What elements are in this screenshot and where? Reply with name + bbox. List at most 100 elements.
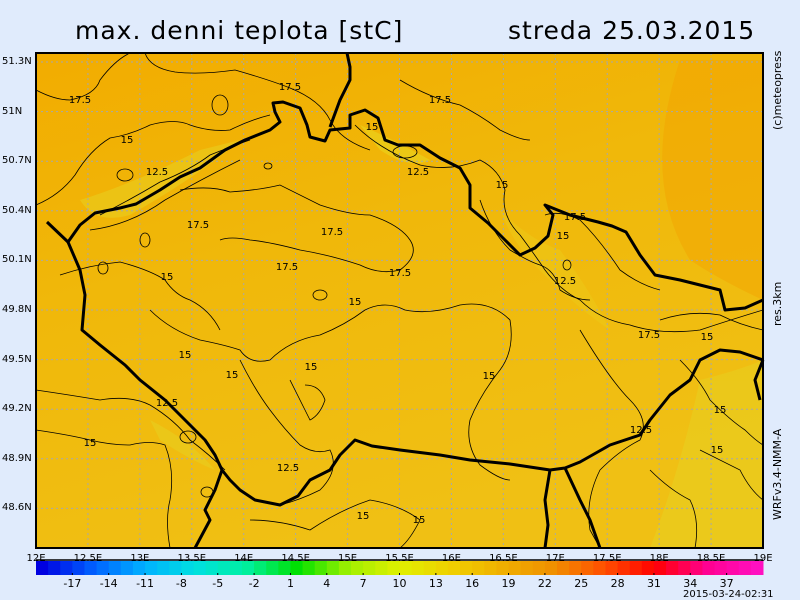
- colorbar-label: 13: [429, 577, 443, 590]
- lat-label: 50.1N: [2, 254, 32, 266]
- colorbar-segment: [72, 561, 85, 575]
- colorbar: [36, 561, 764, 575]
- lon-label: 19E: [753, 553, 772, 564]
- contour-label: 15: [226, 370, 239, 381]
- lon-label: 12.5E: [74, 553, 103, 564]
- colorbar-segment: [690, 561, 703, 575]
- colorbar-label: -2: [249, 577, 260, 590]
- colorbar-segment: [193, 561, 207, 575]
- colorbar-segment: [726, 561, 740, 575]
- colorbar-segment: [496, 561, 510, 575]
- colorbar-segment: [569, 561, 582, 575]
- map-field: [36, 53, 763, 548]
- contour-label: 15: [496, 180, 509, 191]
- colorbar-label: 7: [360, 577, 367, 590]
- colorbar-segment: [653, 561, 667, 575]
- contour-label: 15: [701, 332, 714, 343]
- contour-label: 17.5: [69, 95, 91, 106]
- lat-label: 48.9N: [2, 452, 32, 464]
- colorbar-segment: [593, 561, 606, 575]
- colorbar-segment: [157, 561, 170, 575]
- colorbar-label: -11: [136, 577, 154, 590]
- lon-label: 18.5E: [697, 553, 726, 564]
- contour-label: 17.5: [187, 220, 209, 231]
- longitude-labels: 12E 12.5E 13E 13.5E 14E 14.5E 15E 15.5E 16E 16.5E…: [26, 553, 772, 564]
- colorbar-segment: [132, 561, 146, 575]
- contour-label: 15: [711, 445, 724, 456]
- contour-label: 17.5: [279, 82, 301, 93]
- colorbar-segment: [205, 561, 219, 575]
- contour-label: 15: [357, 511, 370, 522]
- colorbar-segment: [641, 561, 655, 575]
- colorbar-segment: [254, 561, 267, 575]
- colorbar-label: -8: [176, 577, 187, 590]
- colorbar-segment: [96, 561, 110, 575]
- colorbar-label: 1: [287, 577, 294, 590]
- colorbar-segment: [557, 561, 570, 575]
- lon-label: 12E: [26, 553, 45, 564]
- lat-label: 48.6N: [2, 502, 32, 514]
- colorbar-segment: [229, 561, 243, 575]
- lat-label: 49.8N: [2, 304, 32, 315]
- colorbar-label: 10: [393, 577, 407, 590]
- colorbar-segment: [399, 561, 413, 575]
- contour-label: 15: [349, 297, 362, 308]
- colorbar-segment: [290, 561, 304, 575]
- colorbar-segment: [278, 561, 291, 575]
- colorbar-segment: [145, 561, 158, 575]
- contour-label: 15: [413, 515, 426, 526]
- colorbar-segment: [617, 561, 631, 575]
- contour-label: 12.5: [554, 276, 576, 287]
- lon-label: 13E: [130, 553, 149, 564]
- colorbar-label: 31: [647, 577, 661, 590]
- lat-label: 49.5N: [2, 353, 32, 365]
- colorbar-label: 22: [538, 577, 552, 590]
- colorbar-segment: [326, 561, 340, 575]
- colorbar-segment: [302, 561, 316, 575]
- contour-label: 12.5: [630, 425, 652, 436]
- lon-label: 15.5E: [385, 553, 414, 564]
- colorbar-segment: [375, 561, 388, 575]
- map-date: streda 25.03.2015: [508, 16, 756, 45]
- colorbar-label: 19: [502, 577, 516, 590]
- colorbar-label: -5: [212, 577, 223, 590]
- contour-labels: 17.5 17.5 17.5 15 12.5 15 12.5 15 17.5 17.5 17.5 15…: [69, 82, 727, 526]
- contour-label: 15: [483, 371, 496, 382]
- lon-label: 17E: [546, 553, 565, 564]
- colorbar-segment: [435, 561, 449, 575]
- contour-label: 12.5: [407, 167, 429, 178]
- lon-label: 14.5E: [281, 553, 310, 564]
- colorbar-segment: [351, 561, 364, 575]
- colorbar-segment: [241, 561, 255, 575]
- colorbar-label: -14: [100, 577, 118, 590]
- lon-label: 16.5E: [489, 553, 518, 564]
- colorbar-label: 28: [611, 577, 625, 590]
- contour-label: 12.5: [146, 167, 168, 178]
- colorbar-segment: [338, 561, 352, 575]
- contour-label: 17.5: [276, 262, 298, 273]
- colorbar-segment: [120, 561, 134, 575]
- colorbar-segment: [169, 561, 182, 575]
- colorbar-segment: [48, 561, 61, 575]
- colorbar-label: -17: [63, 577, 81, 590]
- colorbar-segment: [447, 561, 461, 575]
- colorbar-segment: [314, 561, 328, 575]
- contour-label: 15: [161, 272, 174, 283]
- contour-label: 15: [557, 231, 570, 242]
- country-borders: [45, 52, 765, 549]
- colorbar-segment: [738, 561, 752, 575]
- map-frame: [35, 52, 764, 549]
- colorbar-segment: [423, 561, 437, 575]
- colorbar-segment: [544, 561, 558, 575]
- lon-label: 17.5E: [593, 553, 622, 564]
- colorbar-segment: [750, 561, 764, 575]
- colorbar-segment: [387, 561, 400, 575]
- contour-label: 17.5: [564, 212, 586, 223]
- contour-label: 12.5: [277, 463, 299, 474]
- colorbar-segment: [605, 561, 619, 575]
- lat-label: 51.3N: [2, 56, 32, 67]
- colorbar-segment: [411, 561, 425, 575]
- colorbar-segment: [266, 561, 279, 575]
- contour-label: 15: [84, 438, 97, 449]
